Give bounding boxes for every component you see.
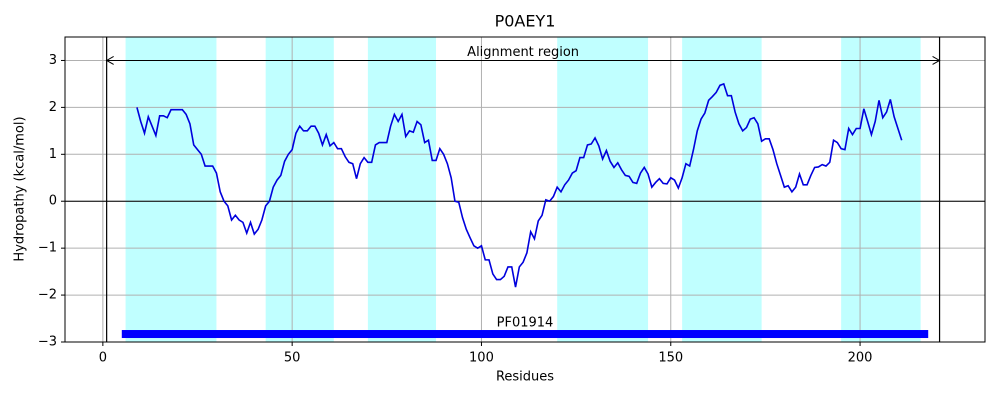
x-tick-label: 100 [469,351,494,366]
x-tick-label: 150 [658,351,683,366]
x-axis-label: Residues [496,370,554,385]
y-tick-label: 0 [49,194,57,209]
x-tick-label: 200 [848,351,873,366]
plot-frame [64,36,986,343]
y-axis-label: Hydropathy (kcal/mol) [13,116,28,261]
y-tick-label: 2 [49,100,57,115]
annotation-label: Alignment region [467,45,579,60]
region [367,37,437,342]
arrow-head [105,56,114,65]
y-tick-label: −1 [38,241,57,256]
x-tick-label: 50 [284,351,301,366]
y-tick-label: −2 [38,288,57,303]
domain-bar [121,330,929,339]
y-tick-label: 3 [49,53,57,68]
x-tick-label: 0 [99,351,107,366]
arrow-head [932,56,941,65]
region [682,37,762,342]
region [557,37,649,342]
region [125,37,217,342]
y-tick-label: 1 [49,147,57,162]
y-tick-label: −3 [38,335,57,350]
region [265,37,334,342]
region [841,37,921,342]
chart-title: P0AEY1 [495,12,556,31]
domain-label: PF01914 [497,316,554,331]
data-line [136,82,903,288]
